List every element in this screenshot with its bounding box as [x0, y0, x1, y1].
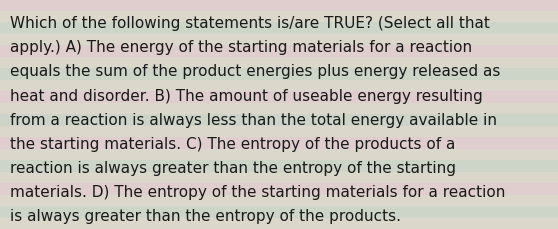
Bar [0, 92, 558, 103]
Text: equals the sum of the product energies plus energy released as: equals the sum of the product energies p… [10, 64, 501, 79]
Text: from a reaction is always less than the total energy available in: from a reaction is always less than the … [10, 112, 497, 127]
Bar [0, 149, 558, 160]
Bar [0, 160, 558, 172]
Bar [0, 206, 558, 218]
Text: materials. D) The entropy of the starting materials for a reaction: materials. D) The entropy of the startin… [10, 184, 506, 199]
Bar [0, 137, 558, 149]
Bar [0, 69, 558, 80]
Text: apply.) A) The energy of the starting materials for a reaction: apply.) A) The energy of the starting ma… [10, 40, 472, 55]
Text: the starting materials. C) The entropy of the products of a: the starting materials. C) The entropy o… [10, 136, 455, 151]
Bar [0, 114, 558, 126]
Bar [0, 195, 558, 206]
Bar [0, 172, 558, 183]
Text: is always greater than the entropy of the products.: is always greater than the entropy of th… [10, 208, 401, 223]
Bar [0, 80, 558, 92]
Bar [0, 46, 558, 57]
Bar [0, 183, 558, 195]
Bar [0, 57, 558, 69]
Bar [0, 11, 558, 23]
Bar [0, 34, 558, 46]
Text: heat and disorder. B) The amount of useable energy resulting: heat and disorder. B) The amount of usea… [10, 88, 483, 103]
Bar [0, 218, 558, 229]
Text: reaction is always greater than the entropy of the starting: reaction is always greater than the entr… [10, 160, 456, 175]
Bar [0, 0, 558, 11]
Text: Which of the following statements is/are TRUE? (Select all that: Which of the following statements is/are… [10, 16, 490, 31]
Bar [0, 126, 558, 137]
Bar [0, 23, 558, 34]
Bar [0, 103, 558, 114]
